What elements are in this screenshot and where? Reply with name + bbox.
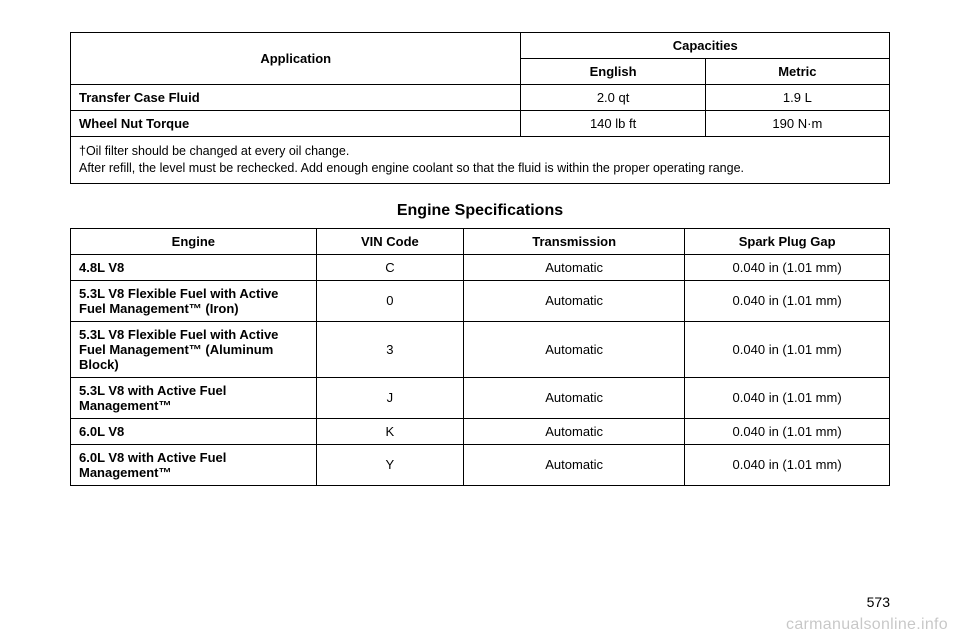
table-row: 5.3L V8 Flexible Fuel with Active Fuel M… — [71, 280, 890, 321]
cell-vin: Y — [316, 444, 463, 485]
cell-gap: 0.040 in (1.01 mm) — [685, 280, 890, 321]
engine-specs-table: Engine VIN Code Transmission Spark Plug … — [70, 228, 890, 486]
cell-engine: 4.8L V8 — [71, 254, 317, 280]
cell-engine: 5.3L V8 Flexible Fuel with Active Fuel M… — [71, 321, 317, 377]
table-row: 5.3L V8 Flexible Fuel with Active Fuel M… — [71, 321, 890, 377]
cell-label: Wheel Nut Torque — [71, 111, 521, 137]
cell-metric: 190 N·m — [705, 111, 889, 137]
cell-engine: 6.0L V8 with Active Fuel Management™ — [71, 444, 317, 485]
page-content: Application Capacities English Metric Tr… — [0, 0, 960, 486]
cell-gap: 0.040 in (1.01 mm) — [685, 321, 890, 377]
cell-trans: Automatic — [464, 254, 685, 280]
cell-trans: Automatic — [464, 377, 685, 418]
table-row: Wheel Nut Torque 140 lb ft 190 N·m — [71, 111, 890, 137]
table-row: 6.0L V8 with Active Fuel Management™ Y A… — [71, 444, 890, 485]
table-row: 5.3L V8 with Active Fuel Management™ J A… — [71, 377, 890, 418]
header-transmission: Transmission — [464, 228, 685, 254]
header-metric: Metric — [705, 59, 889, 85]
header-engine: Engine — [71, 228, 317, 254]
table-row: Transfer Case Fluid 2.0 qt 1.9 L — [71, 85, 890, 111]
cell-gap: 0.040 in (1.01 mm) — [685, 444, 890, 485]
header-capacities: Capacities — [521, 33, 890, 59]
header-english: English — [521, 59, 705, 85]
cell-vin: 0 — [316, 280, 463, 321]
section-title: Engine Specifications — [70, 202, 890, 220]
cell-english: 140 lb ft — [521, 111, 705, 137]
cell-trans: Automatic — [464, 444, 685, 485]
watermark-text: carmanualsonline.info — [786, 616, 948, 634]
cell-vin: 3 — [316, 321, 463, 377]
cell-engine: 5.3L V8 with Active Fuel Management™ — [71, 377, 317, 418]
header-application: Application — [71, 33, 521, 85]
capacities-table: Application Capacities English Metric Tr… — [70, 32, 890, 184]
cell-gap: 0.040 in (1.01 mm) — [685, 254, 890, 280]
cell-gap: 0.040 in (1.01 mm) — [685, 418, 890, 444]
cell-vin: C — [316, 254, 463, 280]
header-gap: Spark Plug Gap — [685, 228, 890, 254]
cell-vin: J — [316, 377, 463, 418]
cell-metric: 1.9 L — [705, 85, 889, 111]
footnote-row: †Oil filter should be changed at every o… — [71, 137, 890, 184]
cell-trans: Automatic — [464, 321, 685, 377]
table-row: 6.0L V8 K Automatic 0.040 in (1.01 mm) — [71, 418, 890, 444]
page-number: 573 — [867, 594, 890, 610]
cell-engine: 6.0L V8 — [71, 418, 317, 444]
cell-english: 2.0 qt — [521, 85, 705, 111]
cell-trans: Automatic — [464, 418, 685, 444]
cell-trans: Automatic — [464, 280, 685, 321]
cell-label: Transfer Case Fluid — [71, 85, 521, 111]
cell-engine: 5.3L V8 Flexible Fuel with Active Fuel M… — [71, 280, 317, 321]
header-vin: VIN Code — [316, 228, 463, 254]
footnote-text: †Oil filter should be changed at every o… — [71, 137, 890, 184]
table-row: 4.8L V8 C Automatic 0.040 in (1.01 mm) — [71, 254, 890, 280]
cell-vin: K — [316, 418, 463, 444]
cell-gap: 0.040 in (1.01 mm) — [685, 377, 890, 418]
